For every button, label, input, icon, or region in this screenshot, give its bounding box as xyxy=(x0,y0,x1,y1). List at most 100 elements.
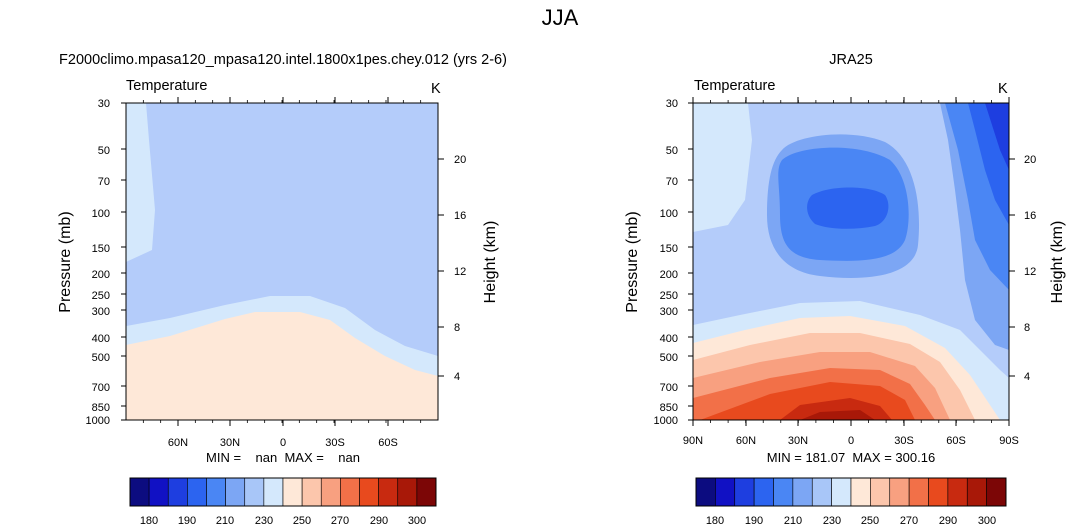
left-p-label-400: 400 xyxy=(92,333,110,345)
left-colorbar-frame xyxy=(129,477,437,507)
left-y-axis-label: Pressure (mb) xyxy=(57,211,74,312)
right-fill-300 xyxy=(800,410,875,420)
right-fill-230-strat xyxy=(693,103,752,232)
left-fill-230-strat xyxy=(126,103,155,262)
right-cb-label-300: 300 xyxy=(978,515,996,527)
right-h-label-20: 20 xyxy=(1024,154,1036,166)
right-p-label-30: 30 xyxy=(666,98,678,110)
left-h-label-4: 4 xyxy=(454,371,460,383)
left-colorbar-swatch-7 xyxy=(263,477,284,507)
left-colorbar-swatch-4 xyxy=(206,477,226,507)
right-p-label-150: 150 xyxy=(660,243,678,255)
left-cb-label-290: 290 xyxy=(370,515,388,527)
right-x-label-90s: 90S xyxy=(999,435,1019,447)
right-h-label-4: 4 xyxy=(1024,371,1030,383)
left-colorbar-swatch-6 xyxy=(244,477,265,507)
right-h-label-8: 8 xyxy=(1024,322,1030,334)
right-p-label-250: 250 xyxy=(660,290,678,302)
left-p-label-100: 100 xyxy=(92,208,110,220)
right-contour-plot xyxy=(693,103,1009,420)
left-p-label-1000: 1000 xyxy=(86,415,110,427)
right-fill-190-core xyxy=(807,187,889,229)
left-fill-250 xyxy=(126,312,438,420)
right-cb-label-190: 190 xyxy=(745,515,763,527)
right-colorbar-swatch-4 xyxy=(773,477,794,507)
right-cb-label-290: 290 xyxy=(939,515,957,527)
right-colorbar-swatch-3 xyxy=(753,477,774,507)
right-height-tick-labels: 20 16 12 8 4 xyxy=(1024,154,1036,383)
right-y-axis-label: Pressure (mb) xyxy=(624,211,641,312)
left-x-label-60s: 60S xyxy=(378,437,398,449)
right-p-label-850: 850 xyxy=(660,402,678,414)
left-cb-label-180: 180 xyxy=(140,515,158,527)
right-colorbar-frame xyxy=(695,477,1007,507)
left-h-label-12: 12 xyxy=(454,266,466,278)
right-p-label-500: 500 xyxy=(660,352,678,364)
left-colorbar-swatch-11 xyxy=(340,477,360,507)
right-panel-title: JRA25 xyxy=(829,52,873,68)
left-min-max-text: MIN = nan MAX = nan xyxy=(206,450,360,465)
right-fill-180-east xyxy=(985,103,1009,170)
right-y-axis-right-label: Height (km) xyxy=(1049,221,1066,304)
right-colorbar-swatches xyxy=(695,477,1007,507)
right-p-label-300: 300 xyxy=(660,306,678,318)
right-colorbar-swatch-12 xyxy=(928,477,949,507)
left-y-axis-right-label: Height (km) xyxy=(482,221,499,304)
right-p-label-700: 700 xyxy=(660,382,678,394)
right-p-label-200: 200 xyxy=(660,269,678,281)
left-colorbar-swatch-5 xyxy=(225,477,246,507)
right-cb-label-250: 250 xyxy=(861,515,879,527)
right-colorbar-swatch-7 xyxy=(831,477,852,507)
left-colorbar-swatch-12 xyxy=(359,477,379,507)
right-min-max-text: MIN = 181.07 MAX = 300.16 xyxy=(767,450,935,465)
left-p-label-300: 300 xyxy=(92,306,110,318)
left-cb-label-300: 300 xyxy=(408,515,426,527)
left-contour-plot xyxy=(126,103,438,420)
left-colorbar-swatch-9 xyxy=(301,477,322,507)
right-colorbar-swatch-14 xyxy=(966,477,987,507)
right-units-label: K xyxy=(998,81,1008,97)
right-p-label-1000: 1000 xyxy=(654,415,678,427)
left-cb-label-190: 190 xyxy=(178,515,196,527)
figure-title: JJA xyxy=(542,5,579,30)
left-pressure-tick-labels: 30 50 70 100 150 200 250 300 400 500 700… xyxy=(86,98,110,427)
left-colorbar-swatch-15 xyxy=(416,477,437,507)
left-x-label-60n: 60N xyxy=(168,437,188,449)
left-h-label-16: 16 xyxy=(454,210,466,222)
right-colorbar-swatch-13 xyxy=(947,477,968,507)
right-x-label-60s: 60S xyxy=(946,435,966,447)
right-p-label-50: 50 xyxy=(666,145,678,157)
left-cb-label-210: 210 xyxy=(216,515,234,527)
right-pressure-tick-labels: 30 50 70 100 150 200 250 300 400 500 700… xyxy=(654,98,678,427)
right-colorbar-swatch-2 xyxy=(734,477,755,507)
left-colorbar-swatch-14 xyxy=(397,477,418,507)
left-p-label-850: 850 xyxy=(92,402,110,414)
right-panel: JRA25 Temperature K 30 50 70 xyxy=(624,52,1066,527)
left-units-label: K xyxy=(431,81,441,97)
left-colorbar-swatch-0 xyxy=(129,477,150,507)
right-x-label-30s: 30S xyxy=(894,435,914,447)
left-colorbar-swatches xyxy=(129,477,437,507)
left-x-label-30n: 30N xyxy=(220,437,240,449)
right-cb-label-210: 210 xyxy=(784,515,802,527)
left-colorbar-swatch-3 xyxy=(187,477,207,507)
left-colorbar-swatch-2 xyxy=(167,477,188,507)
left-p-label-250: 250 xyxy=(92,290,110,302)
left-p-label-150: 150 xyxy=(92,243,110,255)
right-p-label-70: 70 xyxy=(666,176,678,188)
right-h-label-16: 16 xyxy=(1024,210,1036,222)
left-p-label-500: 500 xyxy=(92,352,110,364)
right-x-label-0: 0 xyxy=(848,435,854,447)
right-cb-label-180: 180 xyxy=(706,515,724,527)
left-colorbar-swatch-10 xyxy=(320,477,341,507)
left-panel: F2000climo.mpasa120_mpasa120.intel.1800x… xyxy=(57,52,507,527)
right-colorbar-swatch-0 xyxy=(695,477,716,507)
left-x-tick-labels: 60N 30N 0 30S 60S xyxy=(168,437,398,449)
right-h-label-12: 12 xyxy=(1024,266,1036,278)
right-colorbar-swatch-6 xyxy=(811,477,832,507)
right-x-tick-labels: 90N 60N 30N 0 30S 60S 90S xyxy=(683,435,1019,447)
right-tick-marks xyxy=(688,97,1015,426)
right-colorbar-swatch-9 xyxy=(870,477,891,507)
left-p-label-700: 700 xyxy=(92,382,110,394)
